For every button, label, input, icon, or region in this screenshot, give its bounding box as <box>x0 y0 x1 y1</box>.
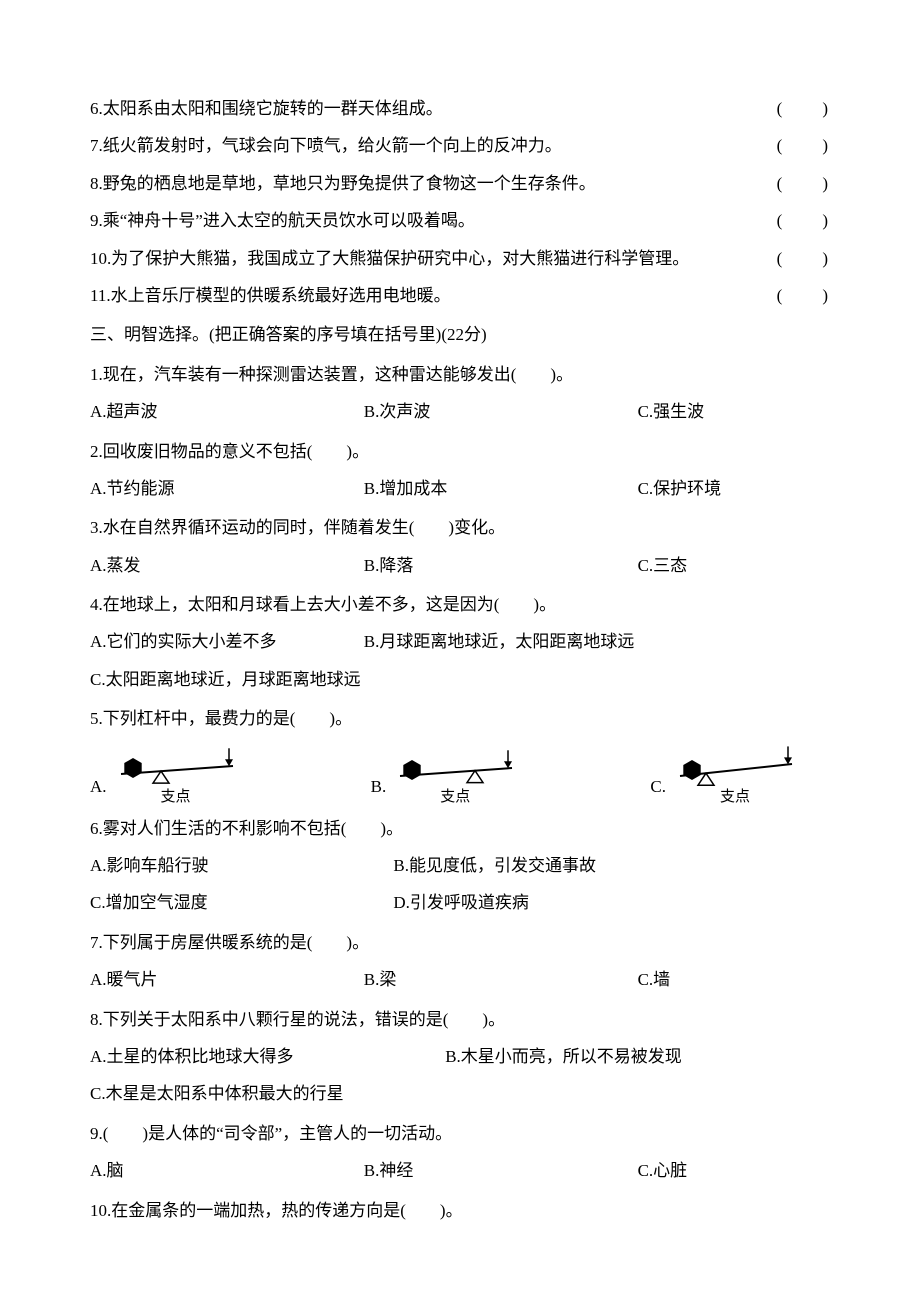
q5-caption-a: 支点 <box>161 788 191 806</box>
answer-blank: ( ) <box>777 202 830 239</box>
q5-diagrams: A. 支点 B. 支点 C. 支点 <box>90 746 830 806</box>
q5-caption-b: 支点 <box>440 788 470 806</box>
lever-diagram-b-icon <box>390 746 520 786</box>
q8-opt-a: A.土星的体积比地球大得多 <box>90 1038 445 1075</box>
tf-text: 纸火箭发射时，气球会向下喷气，给火箭一个向上的反冲力。 <box>103 136 562 155</box>
q2-opt-c: C.保护环境 <box>638 470 830 507</box>
answer-blank: ( ) <box>777 165 830 202</box>
tf-text: 水上音乐厅模型的供暖系统最好选用电地暖。 <box>111 286 451 305</box>
tf-item-8: 8.野兔的栖息地是草地，草地只为野兔提供了食物这一个生存条件。 ( ) <box>90 165 830 202</box>
tf-num: 9. <box>90 211 103 230</box>
answer-blank: ( ) <box>777 90 830 127</box>
q3-options: A.蒸发 B.降落 C.三态 <box>90 547 830 584</box>
tf-num: 10. <box>90 249 111 268</box>
tf-item-9: 9.乘“神舟十号”进入太空的航天员饮水可以吸着喝。 ( ) <box>90 202 830 239</box>
tf-num: 6. <box>90 99 103 118</box>
q6-opt-b: B.能见度低，引发交通事故 <box>393 847 830 884</box>
q2-opt-b: B.增加成本 <box>364 470 638 507</box>
q8-stem: 8.下列关于太阳系中八颗行星的说法，错误的是( )。 <box>90 1001 830 1038</box>
q4-stem: 4.在地球上，太阳和月球看上去大小差不多，这是因为( )。 <box>90 586 830 623</box>
q6-opt-d: D.引发呼吸道疾病 <box>393 884 830 921</box>
q9-opt-b: B.神经 <box>364 1152 638 1189</box>
answer-blank: ( ) <box>777 127 830 164</box>
tf-text: 野兔的栖息地是草地，草地只为野兔提供了食物这一个生存条件。 <box>103 174 596 193</box>
q6-opt-a: A.影响车船行驶 <box>90 847 393 884</box>
q9-stem: 9.( )是人体的“司令部”，主管人的一切活动。 <box>90 1115 830 1152</box>
q4-opt-b: B.月球距离地球近，太阳距离地球远 <box>364 623 830 660</box>
q9-options: A.脑 B.神经 C.心脏 <box>90 1152 830 1189</box>
q7-opt-c: C.墙 <box>638 961 830 998</box>
q8-options-row1: A.土星的体积比地球大得多 B.木星小而亮，所以不易被发现 <box>90 1038 830 1075</box>
tf-item-11: 11.水上音乐厅模型的供暖系统最好选用电地暖。 ( ) <box>90 277 830 314</box>
q4-opt-a: A.它们的实际大小差不多 <box>90 623 364 660</box>
tf-item-6: 6.太阳系由太阳和围绕它旋转的一群天体组成。 ( ) <box>90 90 830 127</box>
tf-text: 为了保护大熊猫，我国成立了大熊猫保护研究中心，对大熊猫进行科学管理。 <box>111 249 689 268</box>
q9-opt-a: A.脑 <box>90 1152 364 1189</box>
q1-options: A.超声波 B.次声波 C.强生波 <box>90 393 830 430</box>
tf-item-10: 10.为了保护大熊猫，我国成立了大熊猫保护研究中心，对大熊猫进行科学管理。 ( … <box>90 240 830 277</box>
q4-options-row1: A.它们的实际大小差不多 B.月球距离地球近，太阳距离地球远 <box>90 623 830 660</box>
tf-text: 太阳系由太阳和围绕它旋转的一群天体组成。 <box>103 99 443 118</box>
lever-diagram-c-icon <box>670 746 800 786</box>
lever-diagram-a-icon <box>111 746 241 786</box>
tf-num: 7. <box>90 136 103 155</box>
q5-label-c: C. <box>650 768 666 805</box>
q5-stem: 5.下列杠杆中，最费力的是( )。 <box>90 700 830 737</box>
q5-diagram-a: A. 支点 <box>90 746 241 806</box>
q3-opt-b: B.降落 <box>364 547 638 584</box>
q4-opt-c: C.太阳距离地球近，月球距离地球远 <box>90 661 830 698</box>
q5-diagram-b: B. 支点 <box>371 746 521 806</box>
q1-opt-b: B.次声波 <box>364 393 638 430</box>
q10-stem: 10.在金属条的一端加热，热的传递方向是( )。 <box>90 1192 830 1229</box>
tf-num: 11. <box>90 286 111 305</box>
q3-opt-c: C.三态 <box>638 547 830 584</box>
q7-opt-b: B.梁 <box>364 961 638 998</box>
q2-options: A.节约能源 B.增加成本 C.保护环境 <box>90 470 830 507</box>
q1-stem: 1.现在，汽车装有一种探测雷达装置，这种雷达能够发出( )。 <box>90 356 830 393</box>
section-3-heading: 三、明智选择。(把正确答案的序号填在括号里)(22分) <box>90 316 830 353</box>
q8-opt-b: B.木星小而亮，所以不易被发现 <box>445 1038 830 1075</box>
q6-stem: 6.雾对人们生活的不利影响不包括( )。 <box>90 810 830 847</box>
q6-opt-c: C.增加空气湿度 <box>90 884 393 921</box>
q3-stem: 3.水在自然界循环运动的同时，伴随着发生( )变化。 <box>90 509 830 546</box>
q5-caption-c: 支点 <box>720 788 750 806</box>
q5-label-b: B. <box>371 768 387 805</box>
q8-opt-c: C.木星是太阳系中体积最大的行星 <box>90 1075 830 1112</box>
tf-num: 8. <box>90 174 103 193</box>
answer-blank: ( ) <box>777 240 830 277</box>
q7-stem: 7.下列属于房屋供暖系统的是( )。 <box>90 924 830 961</box>
q2-opt-a: A.节约能源 <box>90 470 364 507</box>
answer-blank: ( ) <box>777 277 830 314</box>
q5-label-a: A. <box>90 768 107 805</box>
q5-diagram-c: C. 支点 <box>650 746 800 806</box>
q9-opt-c: C.心脏 <box>638 1152 830 1189</box>
q1-opt-c: C.强生波 <box>638 393 830 430</box>
q6-options: A.影响车船行驶 B.能见度低，引发交通事故 C.增加空气湿度 D.引发呼吸道疾… <box>90 847 830 922</box>
q1-opt-a: A.超声波 <box>90 393 364 430</box>
tf-item-7: 7.纸火箭发射时，气球会向下喷气，给火箭一个向上的反冲力。 ( ) <box>90 127 830 164</box>
q3-opt-a: A.蒸发 <box>90 547 364 584</box>
q7-opt-a: A.暖气片 <box>90 961 364 998</box>
q7-options: A.暖气片 B.梁 C.墙 <box>90 961 830 998</box>
tf-text: 乘“神舟十号”进入太空的航天员饮水可以吸着喝。 <box>103 211 475 230</box>
q2-stem: 2.回收废旧物品的意义不包括( )。 <box>90 433 830 470</box>
